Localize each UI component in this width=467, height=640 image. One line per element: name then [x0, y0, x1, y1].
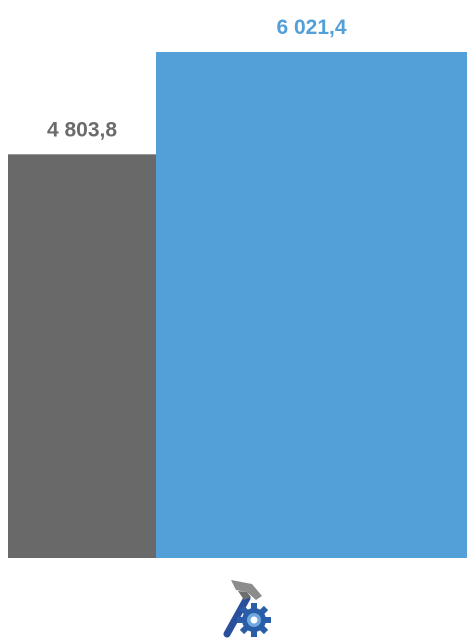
- data-label-bar-2: 6 021,4: [276, 16, 346, 39]
- bar-1: [8, 154, 156, 559]
- bars-group: [8, 52, 467, 559]
- data-label-bar-1: 4 803,8: [47, 118, 117, 141]
- bar-2: [156, 52, 467, 558]
- data-labels-group: 4 803,8 6 021,4: [47, 16, 347, 141]
- hammer-gear-icon: [223, 580, 271, 638]
